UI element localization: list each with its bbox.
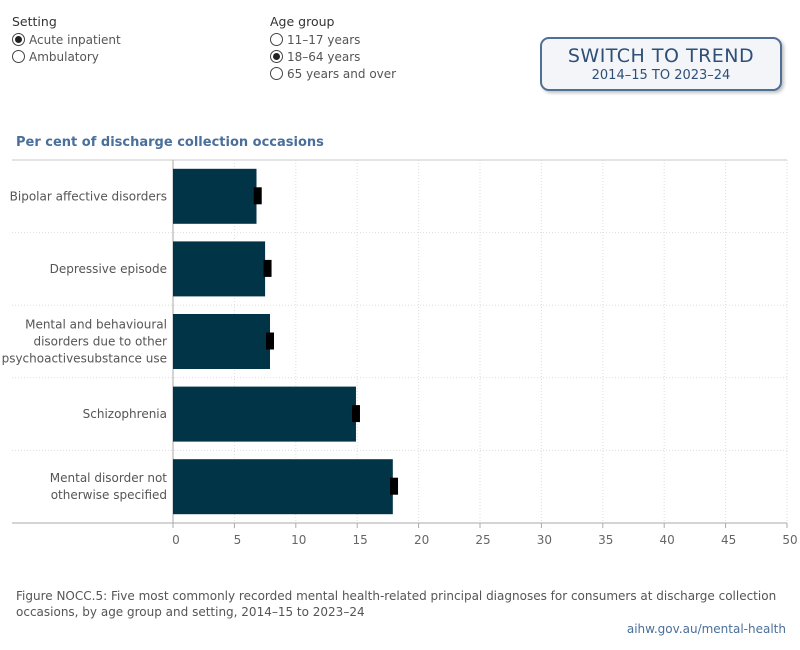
x-tick-label: 20	[414, 533, 429, 547]
x-tick-label: 5	[234, 533, 242, 547]
confidence-marker	[390, 477, 399, 495]
category-label: Mental and behavioural	[25, 318, 167, 332]
confidence-marker	[253, 187, 262, 205]
age-option-11-17[interactable]: 11–17 years	[270, 31, 396, 48]
x-tick-label: 0	[172, 533, 180, 547]
category-label: Depressive episode	[50, 262, 167, 276]
category-label: Bipolar affective disorders	[10, 189, 167, 203]
bar	[173, 314, 271, 369]
radio-button[interactable]	[270, 50, 283, 63]
confidence-marker	[351, 405, 360, 423]
category-label: psychoactivesubstance use	[2, 352, 167, 366]
age-option-label: 65 years and over	[287, 66, 397, 81]
radio-button[interactable]	[12, 33, 25, 46]
age-option-label: 11–17 years	[287, 32, 361, 47]
chart-title: Per cent of discharge collection occasio…	[16, 135, 324, 150]
switch-to-trend-button[interactable]: SWITCH TO TREND 2014–15 TO 2023–24	[540, 37, 782, 91]
x-tick-label: 15	[353, 533, 368, 547]
age-group-filter-title: Age group	[270, 14, 335, 29]
x-tick-label: 40	[660, 533, 675, 547]
confidence-marker	[266, 332, 275, 350]
age-group-filter: Age group 11–17 years 18–64 years 65 yea…	[270, 14, 396, 82]
bar	[173, 459, 393, 515]
bar	[173, 168, 257, 224]
x-tick-label: 25	[475, 533, 490, 547]
radio-button[interactable]	[270, 33, 283, 46]
age-option-65-plus[interactable]: 65 years and over	[270, 65, 396, 82]
setting-option-label: Ambulatory	[29, 49, 99, 64]
x-tick-label: 35	[598, 533, 613, 547]
category-label: Mental disorder not	[50, 471, 168, 485]
bar	[173, 241, 266, 297]
setting-filter: Setting Acute inpatient Ambulatory	[12, 14, 121, 65]
age-option-18-64[interactable]: 18–64 years	[270, 48, 396, 65]
switch-button-sublabel: 2014–15 TO 2023–24	[591, 68, 731, 83]
category-label: otherwise specified	[51, 488, 167, 502]
category-label: Schizophrenia	[83, 407, 167, 421]
x-tick-label: 30	[537, 533, 552, 547]
x-tick-label: 10	[291, 533, 306, 547]
setting-filter-title: Setting	[12, 14, 57, 29]
radio-button[interactable]	[12, 50, 25, 63]
x-tick-label: 50	[782, 533, 797, 547]
source-link[interactable]: aihw.gov.au/mental-health	[626, 622, 786, 636]
setting-option-acute-inpatient[interactable]: Acute inpatient	[12, 31, 121, 48]
x-tick-label: 45	[721, 533, 736, 547]
category-label: disorders due to other	[33, 335, 167, 349]
setting-option-ambulatory[interactable]: Ambulatory	[12, 48, 121, 65]
age-option-label: 18–64 years	[287, 49, 361, 64]
radio-button[interactable]	[270, 67, 283, 80]
switch-button-label: SWITCH TO TREND	[567, 45, 755, 67]
bar-chart: Bipolar affective disorders Depressive ep…	[2, 159, 798, 547]
setting-option-label: Acute inpatient	[29, 32, 121, 47]
confidence-marker	[263, 259, 272, 277]
figure-caption: Figure NOCC.5: Five most commonly record…	[16, 589, 777, 619]
bar	[173, 386, 356, 442]
